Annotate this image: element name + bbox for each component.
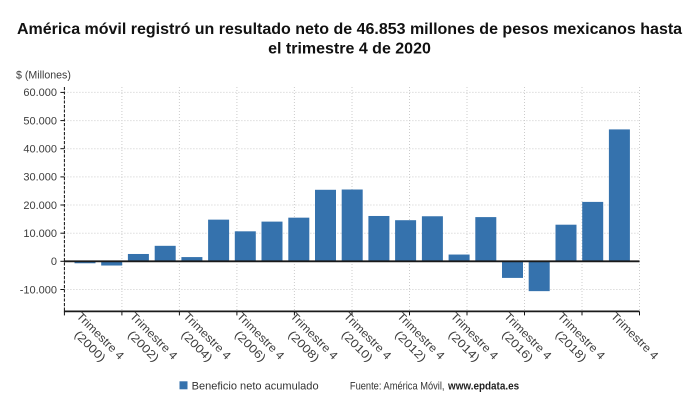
svg-text:el trimestre 4 de 2020: el trimestre 4 de 2020 (268, 41, 431, 58)
svg-text:10.000: 10.000 (23, 228, 57, 240)
svg-text:40.000: 40.000 (23, 144, 57, 156)
svg-text:50.000: 50.000 (23, 115, 57, 127)
svg-text:América móvil registró un resu: América móvil registró un resultado neto… (17, 21, 682, 38)
svg-text:Fuente: América Móvil,: Fuente: América Móvil, (350, 381, 445, 393)
svg-text:$ (Millones): $ (Millones) (16, 70, 71, 82)
svg-text:60.000: 60.000 (23, 87, 57, 99)
svg-text:0: 0 (51, 256, 57, 268)
svg-text:20.000: 20.000 (23, 200, 57, 212)
svg-text:www.epdata.es: www.epdata.es (447, 381, 519, 393)
svg-text:-10.000: -10.000 (20, 284, 57, 296)
svg-text:30.000: 30.000 (23, 172, 57, 184)
svg-text:Beneficio neto acumulado: Beneficio neto acumulado (192, 381, 319, 393)
